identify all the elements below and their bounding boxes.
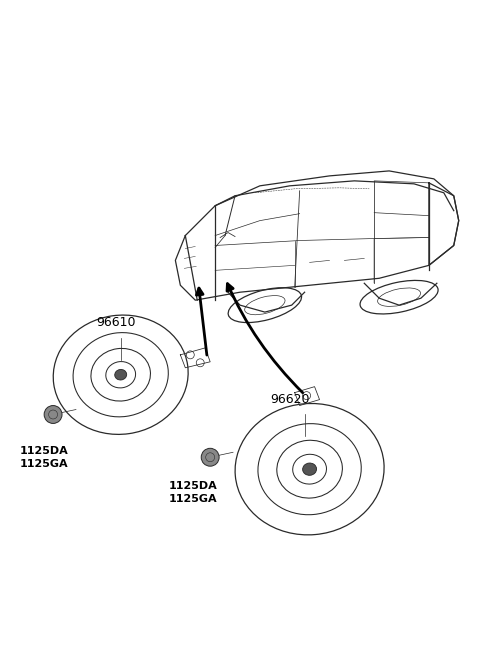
Ellipse shape [115,369,127,380]
Text: 1125GA: 1125GA [19,459,68,469]
Text: 96620: 96620 [270,393,309,406]
Text: 1125DA: 1125DA [168,481,217,491]
Text: 96610: 96610 [96,316,135,329]
Text: 1125GA: 1125GA [168,494,217,504]
Ellipse shape [303,463,316,476]
Circle shape [44,405,62,423]
Text: 1125DA: 1125DA [19,446,68,457]
Circle shape [201,448,219,466]
